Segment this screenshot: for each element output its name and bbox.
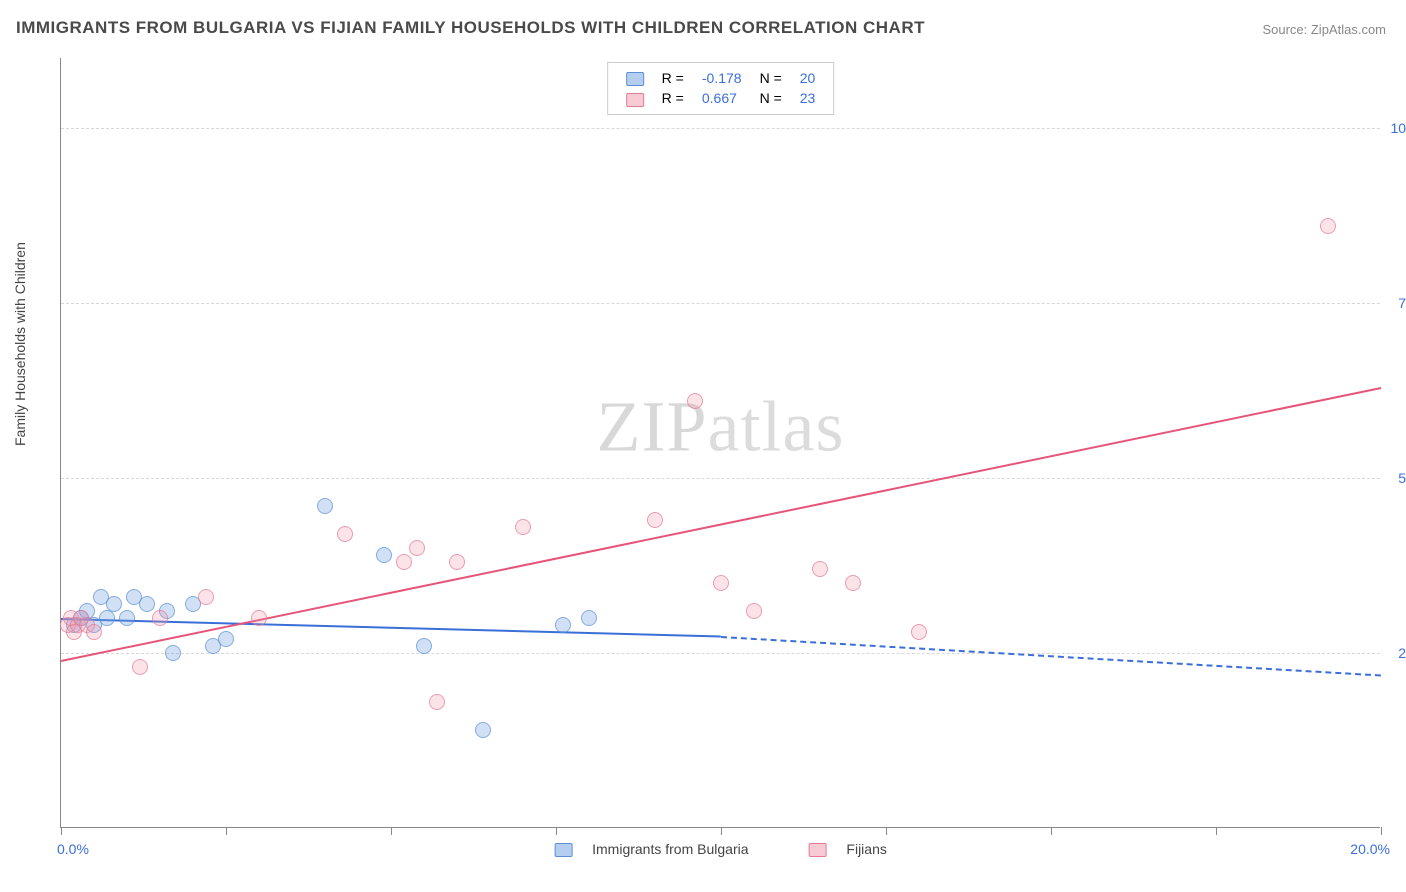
data-point (845, 575, 861, 591)
data-point (647, 512, 663, 528)
x-tick (1216, 827, 1217, 835)
data-point (106, 596, 122, 612)
series-legend: Immigrants from Bulgaria Fijians (526, 841, 915, 857)
data-point (198, 589, 214, 605)
y-tick-label: 25.0% (1398, 645, 1406, 661)
data-point (132, 659, 148, 675)
x-tick-label-max: 20.0% (1350, 841, 1390, 857)
data-point (429, 694, 445, 710)
x-tick (1051, 827, 1052, 835)
data-point (687, 393, 703, 409)
data-point (218, 631, 234, 647)
swatch-blue-icon (554, 843, 572, 857)
y-tick-label: 50.0% (1398, 470, 1406, 486)
x-tick-label-min: 0.0% (57, 841, 89, 857)
watermark: ZIPatlas (597, 386, 845, 469)
legend-row-pink: R =0.667 N =23 (618, 89, 824, 107)
gridline (61, 478, 1380, 479)
data-point (99, 610, 115, 626)
data-point (152, 610, 168, 626)
data-point (911, 624, 927, 640)
data-point (165, 645, 181, 661)
x-tick (556, 827, 557, 835)
x-tick (226, 827, 227, 835)
data-point (515, 519, 531, 535)
data-point (376, 547, 392, 563)
data-point (555, 617, 571, 633)
data-point (1320, 218, 1336, 234)
y-tick-label: 75.0% (1398, 295, 1406, 311)
data-point (119, 610, 135, 626)
y-axis-title: Family Households with Children (12, 242, 28, 446)
data-point (581, 610, 597, 626)
data-point (409, 540, 425, 556)
x-tick (391, 827, 392, 835)
data-point (475, 722, 491, 738)
data-point (317, 498, 333, 514)
data-point (416, 638, 432, 654)
data-point (337, 526, 353, 542)
x-tick (721, 827, 722, 835)
data-point (86, 624, 102, 640)
swatch-blue (626, 72, 644, 86)
data-point (746, 603, 762, 619)
x-tick (1381, 827, 1382, 835)
swatch-pink (626, 93, 644, 107)
gridline (61, 303, 1380, 304)
data-point (396, 554, 412, 570)
trend-line (721, 636, 1381, 676)
scatter-plot-area: ZIPatlas R =-0.178 N =20 R =0.667 N =23 … (60, 58, 1380, 828)
gridline (61, 128, 1380, 129)
gridline (61, 653, 1380, 654)
data-point (713, 575, 729, 591)
data-point (251, 610, 267, 626)
x-tick (61, 827, 62, 835)
correlation-legend: R =-0.178 N =20 R =0.667 N =23 (607, 62, 835, 115)
y-tick-label: 100.0% (1391, 120, 1406, 136)
data-point (449, 554, 465, 570)
swatch-pink-icon (808, 843, 826, 857)
data-point (812, 561, 828, 577)
legend-row-blue: R =-0.178 N =20 (618, 69, 824, 87)
chart-title: IMMIGRANTS FROM BULGARIA VS FIJIAN FAMIL… (16, 18, 925, 38)
x-tick (886, 827, 887, 835)
data-point (139, 596, 155, 612)
source-label: Source: ZipAtlas.com (1262, 22, 1386, 37)
